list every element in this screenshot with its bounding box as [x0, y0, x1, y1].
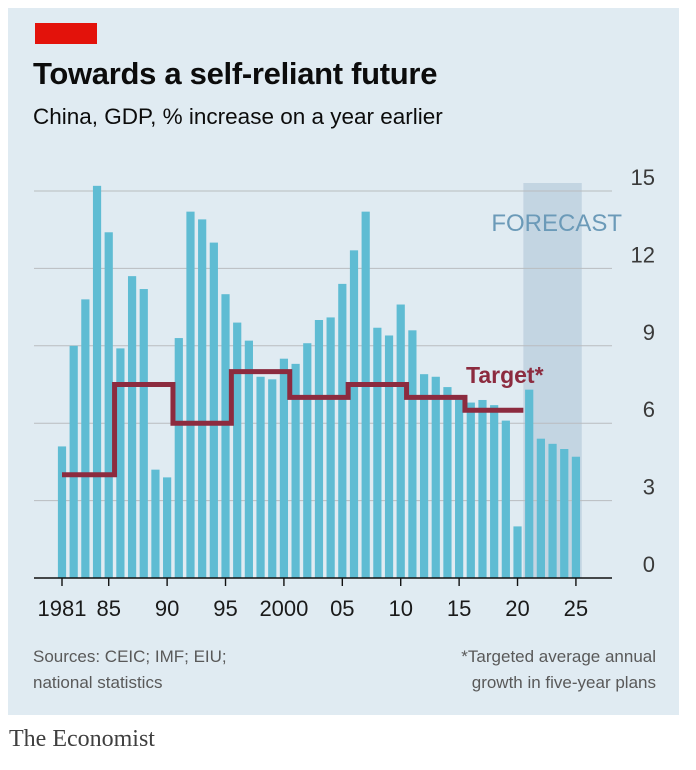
x-tick-label: 15 [447, 596, 471, 621]
x-tick-label: 2000 [259, 596, 308, 621]
bar [384, 335, 394, 578]
bar [536, 438, 545, 578]
bar [69, 345, 78, 578]
bar [151, 469, 160, 578]
bar [233, 322, 242, 578]
bar [478, 399, 487, 578]
x-tick-label: 1981 [38, 596, 87, 621]
bar [419, 374, 429, 578]
chart-title: Towards a self-reliant future [33, 56, 438, 91]
bar [209, 242, 218, 578]
forecast-label: FORECAST [491, 210, 622, 237]
target-label: Target* [466, 362, 544, 388]
bar [525, 389, 534, 578]
bar [361, 211, 370, 578]
x-tick-label: 90 [155, 596, 179, 621]
bar [116, 348, 125, 578]
brand-red-tag [35, 23, 97, 44]
bar [163, 477, 172, 578]
bar [57, 446, 67, 578]
sources-line-1: Sources: CEIC; IMF; EIU; [33, 647, 227, 666]
economist-logo: The Economist [9, 726, 155, 752]
bar [455, 397, 464, 578]
bar [279, 358, 289, 578]
x-tick-label: 10 [388, 596, 412, 621]
sources-note: Sources: CEIC; IMF; EIU; national statis… [33, 644, 227, 696]
bar [373, 327, 382, 578]
x-tick-label: 05 [330, 596, 354, 621]
y-tick-label: 15 [631, 165, 655, 190]
bar [548, 443, 557, 578]
y-tick-label: 3 [643, 475, 655, 500]
bar [560, 449, 569, 578]
footnote-line-2: growth in five-year plans [471, 673, 656, 692]
bar [349, 250, 359, 578]
y-tick-label: 12 [631, 242, 655, 267]
bar [127, 276, 137, 578]
target-footnote: *Targeted average annual growth in five-… [461, 644, 656, 696]
bar [186, 211, 195, 578]
bar [466, 402, 475, 578]
bar [303, 343, 312, 578]
bar [139, 289, 148, 578]
bar [513, 526, 522, 578]
x-tick-label: 85 [96, 596, 120, 621]
chart-subtitle: China, GDP, % increase on a year earlier [33, 104, 443, 129]
bar [571, 456, 581, 578]
bar [490, 405, 499, 578]
y-tick-label: 0 [643, 552, 655, 577]
bar [291, 363, 300, 578]
bar [256, 376, 265, 578]
bar [221, 294, 230, 578]
y-tick-label: 9 [643, 320, 655, 345]
bar [408, 330, 417, 578]
bar [92, 185, 102, 578]
x-tick-label: 25 [564, 596, 588, 621]
bar [198, 219, 207, 578]
x-tick-label: 20 [505, 596, 529, 621]
y-tick-label: 6 [643, 397, 655, 422]
x-tick-label: 95 [213, 596, 237, 621]
bar [268, 379, 277, 578]
bar [174, 338, 183, 578]
bar [396, 304, 405, 578]
footnote-line-1: *Targeted average annual [461, 647, 656, 666]
bar [431, 376, 440, 578]
bar [501, 420, 510, 578]
sources-line-2: national statistics [33, 673, 163, 692]
bar [338, 283, 347, 578]
bar [326, 317, 335, 578]
bar [244, 340, 253, 578]
target-step-line [62, 369, 524, 478]
bar [81, 299, 90, 578]
bar [104, 232, 113, 578]
bar [314, 320, 324, 578]
bar [443, 387, 452, 578]
